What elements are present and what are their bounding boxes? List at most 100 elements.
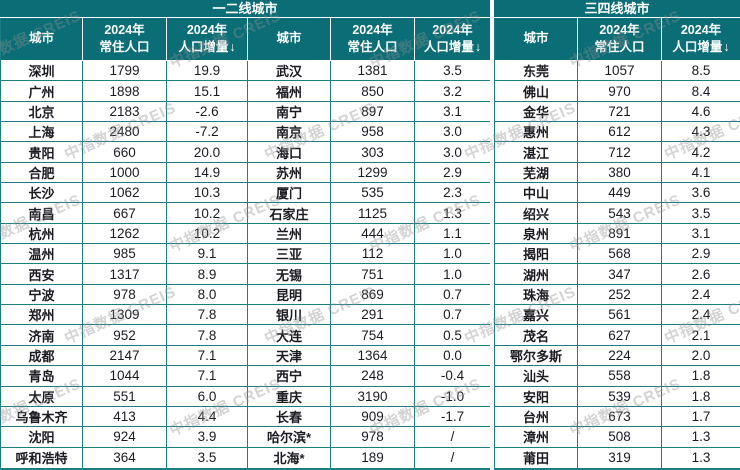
city-cell: 深圳: [1, 61, 83, 82]
city-cell: 绍兴: [495, 203, 578, 224]
population-cell: 508: [578, 427, 662, 448]
delta-cell: 2.0: [662, 345, 740, 367]
city-cell: 兰州: [248, 223, 331, 245]
sort-descending-icon: ↓: [474, 40, 482, 54]
col-header-year-label: 2024年: [186, 22, 228, 37]
population-cell: 1898: [83, 81, 167, 102]
tier12-subtable-right: 城市 2024年 常住人口 2024年 人口增量 ↓ 武汉 1381 3.5 福州 850 3.2 南宁…: [248, 18, 491, 470]
tier12-group: 一二线城市 城市 2024年 常住人口 2024年 人口增量 ↓ 深圳 1799 19.9 广州 1…: [0, 0, 491, 470]
tier34-group: 三四线城市 城市 2024年 常住人口 2024年 人口增量 ↓ 东莞 1057 8.5 佛山 97…: [494, 0, 740, 470]
delta-cell: 2.4: [662, 284, 740, 306]
delta-cell: 8.5: [662, 61, 740, 82]
population-cell: 1044: [83, 366, 167, 387]
col-header-city-label: 城市: [523, 31, 549, 46]
delta-cell: 1.8: [662, 366, 740, 387]
delta-cell: 0.5: [415, 325, 491, 346]
delta-cell: 1.3: [662, 447, 740, 468]
delta-cell: 0.7: [415, 284, 491, 306]
city-cell: 济南: [1, 325, 83, 346]
col-header-delta-line: 人口增量 ↓: [672, 39, 729, 57]
city-cell: 佛山: [495, 81, 578, 102]
delta-cell: 7.8: [167, 325, 248, 346]
city-cell: 乌鲁木齐: [1, 406, 83, 428]
delta-cell: 9.1: [167, 244, 248, 265]
delta-cell: 19.9: [167, 61, 248, 82]
city-cell: 广州: [1, 81, 83, 102]
city-cell: 嘉兴: [495, 305, 578, 326]
tier34-subtable: 城市 2024年 常住人口 2024年 人口增量 ↓ 东莞 1057 8.5 佛山 970 8.4 金华…: [494, 18, 740, 470]
population-cell: 303: [331, 142, 415, 163]
population-cell: 1299: [331, 162, 415, 184]
delta-cell: 7.8: [167, 305, 248, 326]
city-cell: 莆田: [495, 447, 578, 468]
city-cell: 无锡: [248, 264, 331, 285]
population-cell: 449: [578, 183, 662, 204]
city-cell: 大连: [248, 325, 331, 346]
city-cell: 上海: [1, 122, 83, 143]
population-cell: 224: [578, 345, 662, 367]
population-cell: 909: [331, 406, 415, 428]
delta-cell: 6.0: [167, 386, 248, 407]
population-cell: 1000: [83, 162, 167, 184]
population-cell: 673: [578, 406, 662, 428]
population-cell: 1057: [578, 61, 662, 82]
delta-cell: 2.1: [662, 325, 740, 346]
delta-cell: 1.0: [415, 264, 491, 285]
delta-cell: 2.6: [662, 264, 740, 285]
city-cell: 青岛: [1, 366, 83, 387]
population-cell: 712: [578, 142, 662, 163]
delta-cell: 3.9: [167, 427, 248, 448]
city-cell: 杭州: [1, 223, 83, 245]
delta-cell: 3.5: [662, 203, 740, 224]
city-cell: 呼和浩特: [1, 447, 83, 468]
population-cell: 1799: [83, 61, 167, 82]
city-cell: 南京: [248, 122, 331, 143]
city-cell: 湖州: [495, 264, 578, 285]
population-cell: 319: [578, 447, 662, 468]
col-header-delta-label: 人口增量: [423, 40, 474, 54]
delta-cell: 1.0: [415, 244, 491, 265]
delta-cell: 4.2: [662, 142, 740, 163]
delta-cell: -2.6: [167, 101, 248, 123]
city-cell: 石家庄: [248, 203, 331, 224]
delta-cell: 1.3: [662, 427, 740, 448]
population-cell: 248: [331, 366, 415, 387]
delta-cell: 3.0: [415, 142, 491, 163]
delta-cell: -1.0: [415, 386, 491, 407]
population-cell: 660: [83, 142, 167, 163]
population-cell: 1381: [331, 61, 415, 82]
population-cell: 985: [83, 244, 167, 265]
delta-cell: 3.2: [415, 81, 491, 102]
delta-cell: 3.1: [415, 101, 491, 123]
population-cell: 1364: [331, 345, 415, 367]
population-cell: 380: [578, 162, 662, 184]
population-cell: 612: [578, 122, 662, 143]
population-cell: 869: [331, 284, 415, 306]
population-cell: 535: [331, 183, 415, 204]
delta-cell: -0.4: [415, 366, 491, 387]
col-header-city-label: 城市: [28, 31, 54, 46]
city-cell: 西安: [1, 264, 83, 285]
population-cell: 189: [331, 447, 415, 468]
delta-cell: 2.4: [662, 305, 740, 326]
sort-descending-icon: ↓: [229, 40, 236, 54]
col-header-population-label: 常住人口: [99, 40, 150, 54]
col-header-delta: 2024年 人口增量 ↓: [167, 18, 248, 61]
population-cell: 561: [578, 305, 662, 326]
col-header-city-label: 城市: [276, 31, 302, 46]
delta-cell: 3.5: [415, 61, 491, 82]
col-header-year-label: 2024年: [104, 22, 145, 37]
delta-cell: 3.6: [662, 183, 740, 204]
city-cell: 武汉: [248, 61, 331, 82]
city-cell: 沈阳: [1, 427, 83, 448]
col-header-population-label: 常住人口: [347, 40, 398, 54]
delta-cell: 4.1: [662, 162, 740, 184]
col-header-year-label: 2024年: [432, 22, 473, 37]
group-divider: [490, 0, 494, 470]
city-cell: 揭阳: [495, 244, 578, 265]
city-cell: 厦门: [248, 183, 331, 204]
delta-cell: 20.0: [167, 142, 248, 163]
col-header-delta-line: 人口增量 ↓: [424, 39, 481, 57]
